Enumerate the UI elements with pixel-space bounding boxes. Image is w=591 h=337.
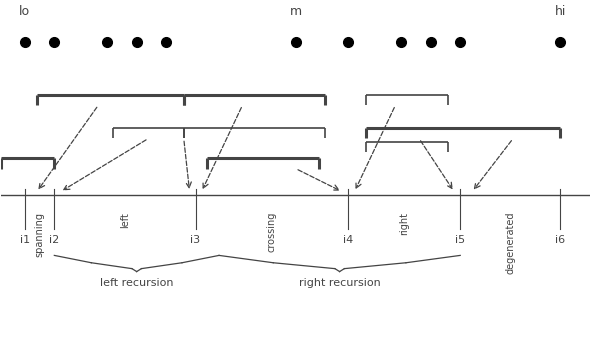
Text: hi: hi [554,5,566,18]
Text: i6: i6 [555,235,565,245]
Text: degenerated: degenerated [505,212,515,274]
Text: spanning: spanning [35,212,45,257]
Text: m: m [290,5,301,18]
Text: right: right [400,212,410,235]
Text: i5: i5 [455,235,465,245]
Text: lo: lo [20,5,31,18]
Text: left: left [120,212,130,228]
Text: i2: i2 [49,235,60,245]
Text: right recursion: right recursion [298,278,381,288]
Text: i1: i1 [20,235,30,245]
Text: left recursion: left recursion [100,278,173,288]
Text: crossing: crossing [267,212,277,252]
Text: i4: i4 [343,235,353,245]
Text: i3: i3 [190,235,200,245]
